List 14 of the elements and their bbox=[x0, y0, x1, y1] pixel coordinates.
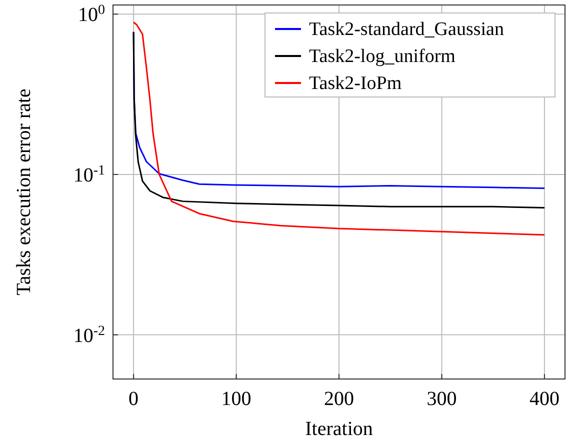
y-tick-label: 10$^{0}$ bbox=[78, 2, 105, 26]
legend-label: Task2-IoPm bbox=[309, 73, 402, 94]
y-tick-label: 10$^{-2}$ bbox=[73, 323, 105, 347]
x-axis-title: Iteration bbox=[305, 418, 373, 440]
y-tick-label: 10$^{-1}$ bbox=[73, 162, 105, 186]
x-tick-label: 100 bbox=[221, 388, 252, 410]
y-axis-title: Tasks execution error rate bbox=[13, 88, 35, 296]
legend-label: Task2-standard_Gaussian bbox=[309, 19, 504, 40]
x-tick-label: 300 bbox=[426, 388, 457, 410]
x-tick-label: 0 bbox=[128, 388, 139, 410]
legend-label: Task2-log_uniform bbox=[309, 46, 456, 67]
x-tick-label: 200 bbox=[324, 388, 354, 410]
x-tick-label: 400 bbox=[529, 388, 560, 410]
line-series bbox=[132, 21, 546, 236]
